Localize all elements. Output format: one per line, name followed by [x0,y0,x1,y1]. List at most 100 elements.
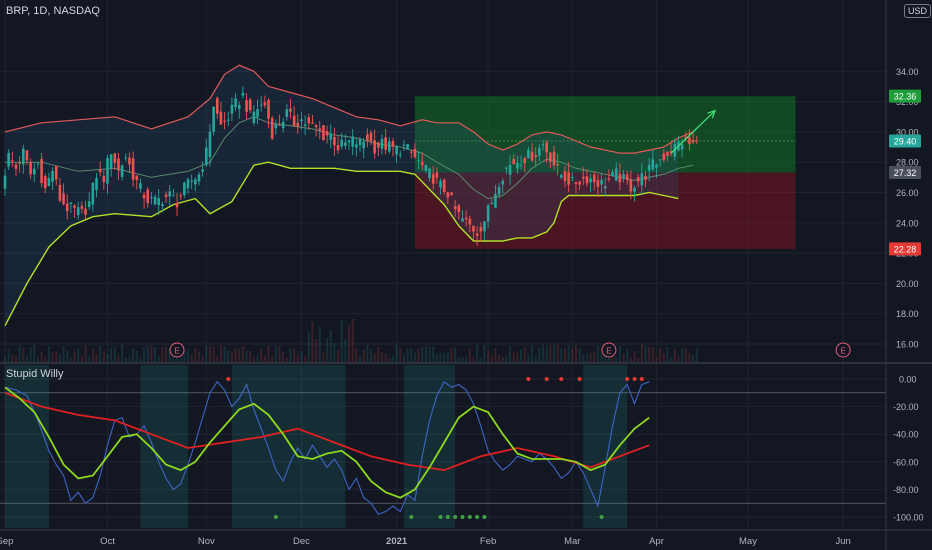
candle[interactable] [106,154,109,194]
candle[interactable] [303,115,307,136]
candle[interactable] [607,169,611,183]
candle[interactable] [95,173,98,198]
candle[interactable] [688,129,691,151]
candle[interactable] [29,158,32,180]
candle[interactable] [22,144,25,174]
candle[interactable] [519,155,523,170]
candle[interactable] [574,181,578,194]
candle[interactable] [54,165,58,186]
candle[interactable] [164,191,168,203]
candle[interactable] [142,192,146,209]
candle[interactable] [398,150,402,159]
candle[interactable] [490,198,494,205]
candle[interactable] [406,143,409,150]
candle[interactable] [486,203,490,228]
candle[interactable] [175,192,179,216]
candle[interactable] [442,178,446,195]
candle[interactable] [475,226,479,246]
candle[interactable] [571,172,574,182]
candle[interactable] [527,146,530,159]
candle[interactable] [633,185,636,202]
candle[interactable] [208,123,212,167]
candle[interactable] [512,154,516,165]
candle[interactable] [139,178,142,193]
candle[interactable] [3,168,7,196]
candle[interactable] [541,140,545,151]
candle[interactable] [117,153,120,181]
candle[interactable] [230,97,234,121]
candle[interactable] [40,152,43,188]
long-position-tool[interactable] [414,96,796,249]
candle[interactable] [43,173,47,194]
price-axis[interactable]: 16.0018.0020.0022.0024.0026.0028.0030.00… [889,67,921,350]
candle[interactable] [219,102,223,125]
candle[interactable] [435,167,439,184]
candle[interactable] [534,147,537,168]
candle[interactable] [150,192,153,205]
candle[interactable] [252,105,256,126]
candle[interactable] [186,177,190,194]
candle[interactable] [362,137,365,159]
candle[interactable] [344,134,347,150]
candle[interactable] [256,99,259,124]
candle[interactable] [355,137,358,157]
candle[interactable] [413,143,417,159]
candle[interactable] [395,144,398,163]
candle[interactable] [563,165,567,188]
candle[interactable] [369,129,373,145]
candle[interactable] [636,174,640,188]
candle[interactable] [168,185,171,206]
candle[interactable] [69,202,73,213]
candle[interactable] [545,140,548,163]
candle[interactable] [241,86,245,99]
candle[interactable] [172,188,175,197]
candle[interactable] [58,177,62,203]
candle[interactable] [296,113,300,134]
candle[interactable] [102,170,106,190]
candle[interactable] [333,127,336,156]
candle[interactable] [113,153,117,170]
candle[interactable] [453,200,457,217]
candle[interactable] [431,165,435,191]
candle[interactable] [589,173,592,193]
candle[interactable] [695,135,699,145]
candle[interactable] [472,225,475,241]
candle[interactable] [36,162,40,169]
candle[interactable] [629,170,633,200]
candle[interactable] [146,187,150,208]
profit-zone[interactable] [414,96,796,173]
candle[interactable] [76,201,80,220]
candle[interactable] [457,203,461,220]
candle[interactable] [373,129,376,159]
candles[interactable] [3,86,699,246]
candle[interactable] [402,139,406,152]
candle[interactable] [124,153,128,162]
candle[interactable] [223,112,226,130]
candle[interactable] [285,103,289,121]
candle[interactable] [18,156,21,173]
candle[interactable] [358,136,362,152]
candle[interactable] [388,137,391,154]
candle[interactable] [644,170,647,188]
earnings-marker[interactable]: E [169,342,185,358]
candle[interactable] [201,161,204,177]
candle[interactable] [684,131,688,142]
fast-ma-line[interactable] [4,386,650,499]
oscillator-axis[interactable]: 0.00 -20.00 -40.00 -60.00 -80.00 -100.00 [893,375,924,523]
candle[interactable] [292,106,296,127]
candle[interactable] [530,143,534,162]
candle[interactable] [428,167,431,182]
candle[interactable] [600,174,603,193]
candle[interactable] [424,164,428,174]
candle[interactable] [7,149,10,171]
candle[interactable] [179,192,182,200]
candle[interactable] [523,156,527,173]
candle[interactable] [278,114,281,127]
candle[interactable] [666,150,669,162]
candle[interactable] [183,181,186,199]
candle[interactable] [446,191,450,204]
candle[interactable] [560,173,563,180]
candle[interactable] [483,221,486,240]
candle[interactable] [91,182,95,212]
